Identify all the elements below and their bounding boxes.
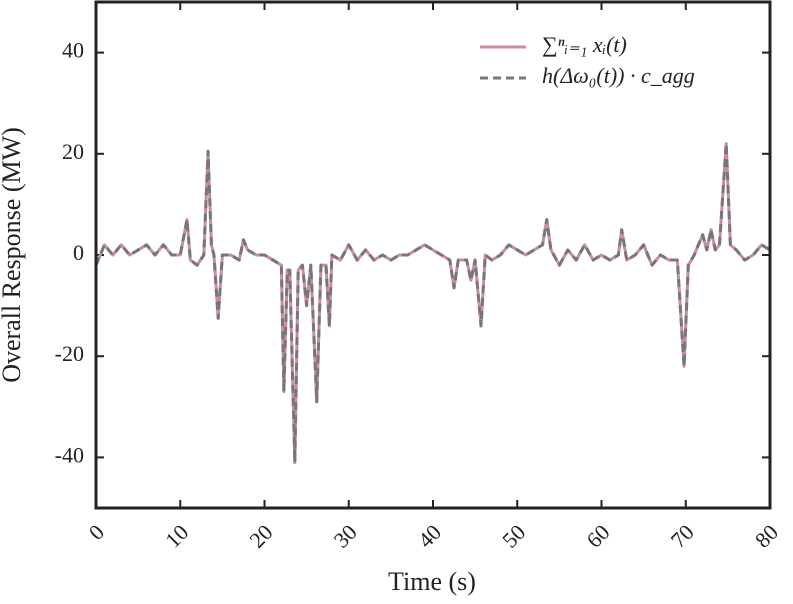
plot-frame — [94, 0, 772, 510]
y-tick-label: 0 — [73, 240, 84, 265]
legend: ∑ⁿᵢ₌₁ xᵢ(t) h(Δω₀(t)) · c_agg — [480, 32, 695, 88]
y-tick-label: 40 — [62, 38, 84, 63]
x-tick-label: 70 — [666, 519, 699, 552]
x-tick-label: 40 — [413, 519, 446, 552]
x-tick-label: 0 — [84, 519, 109, 544]
legend-label: ∑ⁿᵢ₌₁ xᵢ(t) — [542, 32, 627, 57]
x-tick-label: 60 — [581, 519, 614, 552]
y-tick-label: 20 — [62, 139, 84, 164]
x-tick-label: 30 — [329, 519, 362, 552]
line-series — [94, 142, 771, 464]
x-tick-label: 10 — [160, 519, 193, 552]
x-tick-label: 50 — [497, 519, 530, 552]
x-axis-label: Time (s) — [388, 567, 476, 596]
y-tick-label: -40 — [55, 442, 84, 467]
line-series — [94, 142, 771, 464]
x-tick-label: 80 — [750, 519, 783, 552]
y-axis-label: Overall Response (MW) — [0, 127, 26, 383]
x-tick-label: 20 — [244, 519, 277, 552]
legend-label: h(Δω₀(t)) · c_agg — [542, 63, 695, 88]
y-tick-label: -20 — [55, 341, 84, 366]
